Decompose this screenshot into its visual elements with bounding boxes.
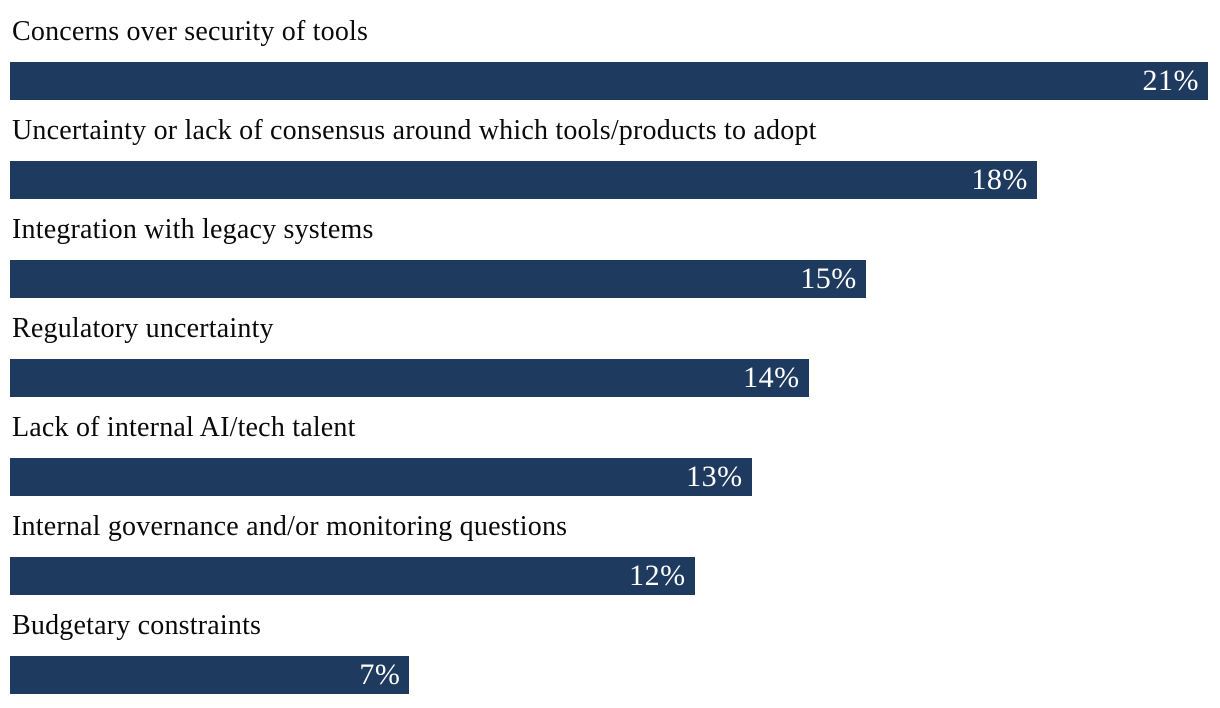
value-label: 18% [971,163,1028,196]
bar-row: Regulatory uncertainty 14% [10,301,1208,400]
value-label: 12% [629,559,686,592]
category-label: Internal governance and/or monitoring qu… [12,511,568,542]
bar: 18% [10,161,1037,199]
category-label: Lack of internal AI/tech talent [12,412,356,443]
bar-track: 13% [10,458,1208,496]
bar: 14% [10,359,809,397]
bar-track: 18% [10,161,1208,199]
bar-row: Lack of internal AI/tech talent 13% [10,400,1208,499]
category-label: Budgetary constraints [12,610,262,641]
bar-track: 14% [10,359,1208,397]
bar-track: 12% [10,557,1208,595]
value-label: 15% [800,262,857,295]
value-label: 14% [743,361,800,394]
bar: 15% [10,260,866,298]
value-label: 13% [686,460,743,493]
category-label: Uncertainty or lack of consensus around … [12,115,817,146]
bar-track: 7% [10,656,1208,694]
bar-row: Budgetary constraints 7% [10,598,1208,697]
bar-row: Internal governance and/or monitoring qu… [10,499,1208,598]
bar: 13% [10,458,752,496]
category-label: Concerns over security of tools [12,16,369,47]
bar-row: Integration with legacy systems 15% [10,202,1208,301]
bar-track: 21% [10,62,1208,100]
value-label: 21% [1142,64,1199,97]
bar: 12% [10,557,695,595]
bar-row: Concerns over security of tools 21% [10,4,1208,103]
value-label: 7% [359,658,401,691]
category-label: Regulatory uncertainty [12,313,274,344]
bar: 7% [10,656,410,694]
bar: 21% [10,62,1208,100]
bar-track: 15% [10,260,1208,298]
category-label: Integration with legacy systems [12,214,374,245]
bar-row: Uncertainty or lack of consensus around … [10,103,1208,202]
